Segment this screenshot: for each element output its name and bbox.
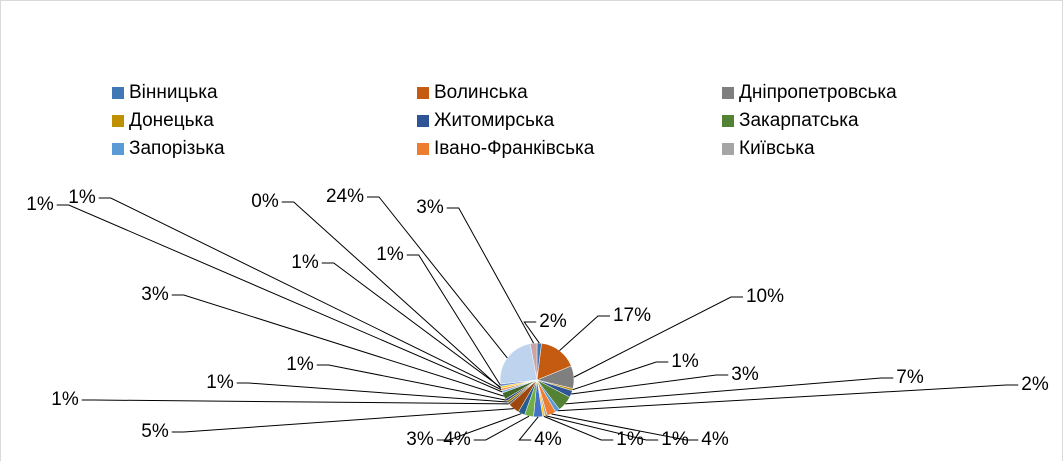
data-label: 1%	[26, 194, 54, 215]
leader-line	[446, 207, 534, 344]
legend-swatch	[112, 115, 124, 127]
legend-label: Вінницька	[129, 82, 218, 103]
leader-line	[523, 321, 540, 344]
leader-line	[571, 374, 729, 395]
data-label: 3%	[731, 364, 759, 385]
leader-line	[406, 254, 501, 386]
data-label: 1%	[661, 429, 689, 450]
legend-swatch	[112, 143, 124, 155]
data-label: 1%	[51, 389, 79, 410]
data-label: 2%	[539, 311, 567, 332]
legend-label: Донецька	[129, 110, 214, 131]
data-label: 7%	[896, 367, 924, 388]
legend-label: Івано-Франківська	[434, 138, 595, 159]
data-label: 3%	[416, 197, 444, 218]
leader-line	[367, 196, 508, 359]
leader-line	[559, 315, 610, 351]
data-label: 10%	[746, 286, 784, 307]
data-label: 1%	[671, 351, 699, 372]
leader-line	[98, 197, 502, 391]
data-label: 1%	[616, 429, 644, 450]
leader-line	[171, 294, 504, 397]
legend-swatch	[722, 87, 734, 99]
legend-label: Закарпатська	[739, 110, 859, 131]
data-label: 3%	[406, 429, 434, 450]
data-label: 1%	[206, 372, 234, 393]
legend-swatch	[417, 115, 429, 127]
data-label: 2%	[1021, 374, 1049, 395]
leader-line	[573, 296, 743, 378]
data-label: 1%	[291, 252, 319, 273]
leader-line	[557, 384, 1019, 412]
legend-label: Житомирська	[434, 110, 555, 131]
leader-line	[565, 377, 894, 405]
leader-line	[436, 413, 522, 441]
legend-swatch	[722, 115, 734, 127]
data-label: 5%	[141, 421, 169, 442]
legend-label: Запорізька	[129, 138, 225, 159]
data-label: 17%	[613, 305, 651, 326]
legend-swatch	[112, 87, 124, 99]
leader-line	[316, 364, 507, 401]
legend-swatch	[417, 143, 429, 155]
data-label: 4%	[534, 429, 562, 450]
data-label: 1%	[376, 244, 404, 265]
leader-line	[281, 201, 502, 389]
legend-swatch	[417, 87, 429, 99]
data-label: 3%	[141, 284, 169, 305]
leader-line	[81, 399, 509, 405]
legend-label: Київська	[739, 138, 815, 159]
data-label: 0%	[251, 191, 279, 212]
leader-line	[543, 415, 614, 441]
leader-line	[473, 415, 530, 441]
leader-line	[545, 415, 659, 441]
legend-swatch	[722, 143, 734, 155]
legend-label: Волинська	[434, 82, 528, 103]
pie-slice	[499, 343, 538, 385]
legend-label: Дніпропетровська	[739, 82, 897, 103]
leader-line	[236, 382, 508, 403]
leader-line	[56, 204, 503, 393]
leader-line	[171, 408, 514, 433]
data-label: 1%	[68, 187, 96, 208]
leader-line	[518, 416, 539, 441]
leader-line	[551, 413, 699, 441]
data-label: 1%	[286, 354, 314, 375]
leader-line	[321, 262, 502, 388]
data-label: 4%	[701, 429, 729, 450]
leader-line	[572, 361, 669, 391]
data-label: 24%	[326, 186, 364, 207]
